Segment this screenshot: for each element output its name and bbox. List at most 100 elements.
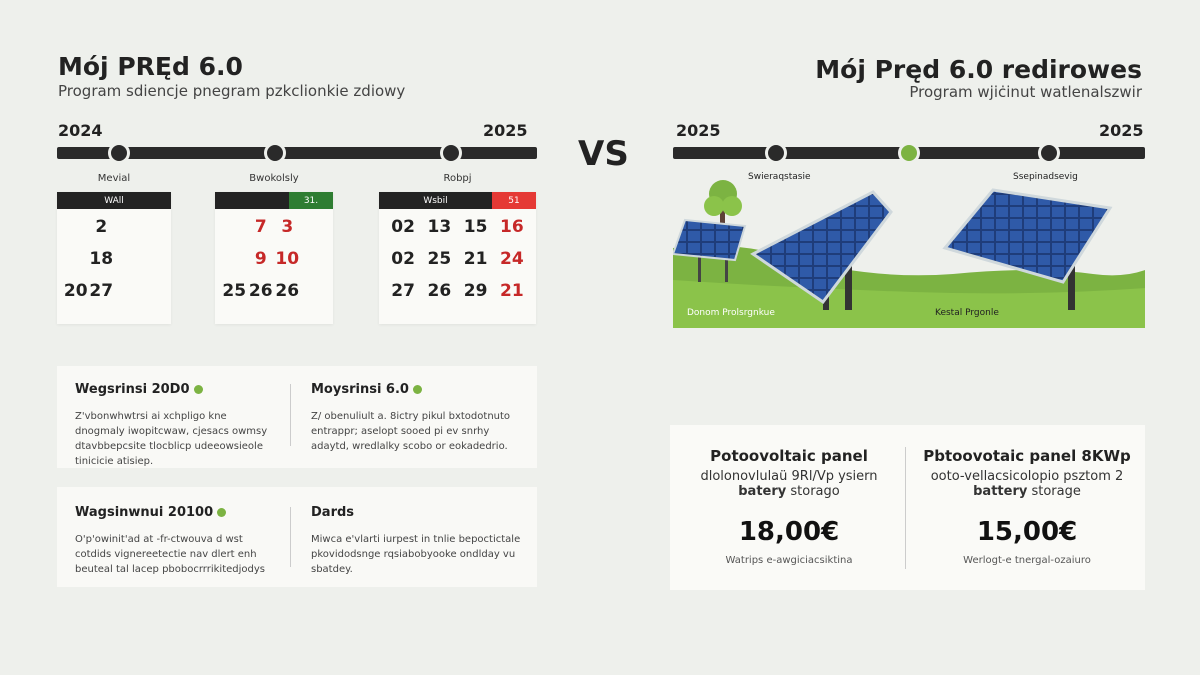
calendar-day[interactable]: 26	[275, 281, 300, 301]
card-2-a-title: Wagsinwnui 20100	[75, 505, 275, 520]
calendar-day[interactable]: 27	[391, 281, 415, 301]
left-timeline-marker-2[interactable]	[264, 142, 286, 164]
leaf-icon	[412, 385, 422, 394]
vs-label: VS	[578, 134, 629, 174]
calendar-day[interactable]: 24	[500, 249, 524, 269]
calendar-1-grid: 2 18 20 27	[57, 209, 171, 303]
leaf-icon	[217, 508, 227, 517]
calendar-day[interactable]: 02	[391, 249, 415, 269]
ground-label-1: Donom Prolsrgnkue	[687, 308, 775, 318]
calendar-day[interactable]: 02	[391, 217, 415, 237]
leaf-icon	[193, 385, 203, 394]
grass-front	[673, 280, 1145, 328]
calendar-2-badge: 31.	[289, 192, 333, 209]
calendar-day[interactable]: 7	[254, 217, 267, 237]
offer-2: Pbtoovotaic panel 8KWp ooto-vellacsicolo…	[920, 447, 1134, 566]
calendar-3-header: Wsbil 51	[379, 192, 536, 209]
card-2-divider	[290, 507, 291, 567]
card-1-divider	[290, 384, 291, 446]
right-timeline-marker-1[interactable]	[765, 142, 787, 164]
right-timeline-marker-2[interactable]	[898, 142, 920, 164]
calendar-2-grid: 7 3 9 10 25 26 26	[215, 209, 333, 303]
calendar-day[interactable]: 25	[222, 281, 247, 301]
tree-crown	[704, 196, 724, 216]
calendar-day	[114, 279, 140, 303]
solar-panels-illustration: Swieraqstasie Ssepinadsevig Donom Prolsr…	[673, 170, 1145, 328]
calendar-day[interactable]: 10	[275, 249, 300, 269]
left-timeline-marker-3[interactable]	[440, 142, 462, 164]
solar-panel-small	[673, 218, 747, 262]
calendar-day	[140, 215, 166, 239]
calendar-day[interactable]: 16	[500, 217, 524, 237]
calendar-day[interactable]: 20	[63, 281, 88, 301]
card-2-b-text: Miwca e'vlarti iurpest in tnlie bepoctic…	[311, 534, 521, 575]
calendar-day[interactable]: 27	[89, 281, 114, 301]
right-subtitle: Program wjiċinut watlenalszwir	[909, 83, 1142, 101]
calendar-day	[114, 215, 140, 239]
calendar-3-badge: 51	[492, 192, 536, 209]
calendar-day	[221, 215, 248, 239]
calendar-label-3: Robpj	[443, 173, 472, 184]
calendar-3: Wsbil 51 02 13 15 16 02 25 21 24 27 26 29 21	[379, 192, 536, 324]
calendar-day[interactable]: 21	[463, 249, 488, 269]
calendar-3-grid: 02 13 15 16 02 25 21 24 27 26 29 21	[379, 209, 536, 303]
calendar-day	[63, 247, 89, 271]
calendar-day[interactable]: 2	[95, 217, 108, 237]
right-year-end: 2025	[1099, 121, 1144, 140]
offer-2-title: Pbtoovotaic panel 8KWp	[923, 447, 1131, 465]
calendar-label-2: Bwokolsly	[249, 173, 299, 184]
offer-1-line2: batery storago	[738, 484, 840, 499]
calendar-day[interactable]: 3	[281, 217, 294, 237]
calendar-day	[301, 247, 328, 271]
comparison-card-2: Wagsinwnui 20100 O'p'owinit'ad at -fr-ct…	[57, 487, 537, 587]
left-subtitle: Program sdiencje pnegram pzkclionkie zdi…	[58, 82, 406, 100]
right-title: Mój Pręd 6.0 redirowes	[815, 55, 1142, 84]
calendar-day	[301, 215, 328, 239]
scene-label-2: Ssepinadsevig	[1013, 172, 1078, 182]
offer-1-title: Potoovoltaic panel	[710, 447, 868, 465]
calendar-2-header: 31.	[215, 192, 333, 209]
right-timeline-marker-3[interactable]	[1038, 142, 1060, 164]
calendar-3-header-label: Wsbil	[423, 195, 448, 206]
offer-2-line1: ooto-vellacsicolopio psztom 2	[930, 469, 1124, 484]
card-1-a-text: Z'vbonwhwtrsi ai xchpligo kne dnogmaly i…	[75, 411, 268, 467]
offer-2-note: Werlogt-e tnergal-ozaiuro	[963, 555, 1091, 566]
calendar-day[interactable]: 26	[427, 281, 452, 301]
card-1-b-text: Z/ obenuliult a. 8ictry pikul bxtodotnut…	[311, 411, 511, 452]
scene-label-1: Swieraqstasie	[748, 172, 811, 182]
card-1-a-title: Wegsrinsi 20D0	[75, 382, 275, 397]
offer-1-price: 18,00€	[738, 517, 840, 547]
offer-1-line1: dlolonovlulaü 9Rl/Vp ysiern	[700, 469, 878, 484]
calendar-1-header: WAll	[57, 192, 171, 209]
price-divider	[905, 447, 906, 569]
calendar-day	[140, 247, 166, 271]
calendar-day[interactable]: 13	[427, 217, 452, 237]
calendar-day	[63, 215, 89, 239]
calendar-day[interactable]: 21	[500, 281, 524, 301]
calendar-day	[114, 247, 140, 271]
card-2-b-title: Dards	[311, 505, 355, 520]
left-timeline-bar	[57, 147, 537, 159]
calendar-day[interactable]: 29	[463, 281, 488, 301]
calendar-1-header-label: WAll	[104, 195, 124, 206]
calendar-day[interactable]: 26	[248, 281, 273, 301]
left-timeline-marker-1[interactable]	[108, 142, 130, 164]
offer-2-line2: battery storage	[973, 484, 1081, 499]
calendar-1: WAll 2 18 20 27	[57, 192, 171, 324]
left-year-start: 2024	[58, 121, 103, 140]
price-comparison-card: Potoovoltaic panel dlolonovlulaü 9Rl/Vp …	[670, 425, 1145, 590]
calendar-day[interactable]: 18	[89, 249, 114, 269]
solar-panel-large-left	[750, 190, 893, 305]
calendar-2: 31. 7 3 9 10 25 26 26	[215, 192, 333, 324]
calendar-day[interactable]: 15	[463, 217, 488, 237]
calendar-day	[140, 279, 166, 303]
left-year-end: 2025	[483, 121, 528, 140]
panel-post	[698, 252, 701, 282]
ground-label-2: Kestal Prgonle	[935, 308, 999, 318]
calendar-day[interactable]: 25	[427, 249, 452, 269]
tree-crown	[722, 196, 742, 216]
calendar-day	[221, 247, 248, 271]
calendar-day	[301, 279, 328, 303]
calendar-day[interactable]: 9	[254, 249, 267, 269]
card-2-a-text: O'p'owinit'ad at -fr-ctwouva d wst cotdi…	[75, 534, 265, 575]
